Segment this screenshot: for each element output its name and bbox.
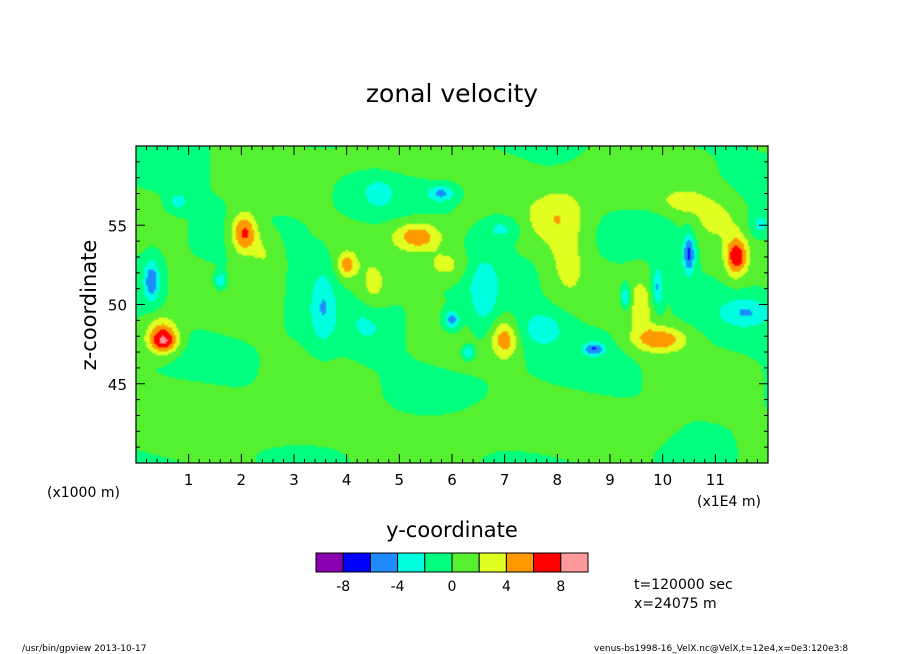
- x-tick-label: 7: [500, 471, 510, 489]
- x-tick-label: 11: [706, 471, 725, 489]
- time-annotation: t=120000 sec: [634, 577, 733, 593]
- x-tick-label: 9: [605, 471, 615, 489]
- x-unit-left: (x1000 m): [47, 485, 120, 501]
- colorbar-tick-label: 4: [502, 579, 511, 595]
- colorbar-tick-label: 8: [556, 579, 565, 595]
- colorbar-swatch: [342, 552, 371, 573]
- chart-title: zonal velocity: [366, 79, 538, 108]
- x-tick-label: 5: [395, 471, 405, 489]
- y-tick-label: 45: [108, 376, 127, 394]
- colorbar-swatch: [315, 552, 344, 573]
- x-tick-label: 6: [447, 471, 457, 489]
- footer-left: /usr/bin/gpview 2013-10-17: [22, 644, 146, 654]
- colorbar-swatch: [369, 552, 399, 573]
- x-axis: 1 2 3 4 5 6 7 8 9 10 11: [135, 146, 769, 489]
- colorbar-swatch: [533, 552, 562, 573]
- x-tick-label: 10: [653, 471, 672, 489]
- footer-right: venus-bs1998-16_VelX.nc@VelX,t=12e4,x=0e…: [594, 644, 848, 654]
- position-annotation: x=24075 m: [634, 596, 717, 612]
- x-tick-label: 1: [184, 471, 194, 489]
- y-tick-label: 50: [108, 297, 127, 315]
- velocity-field: [136, 146, 768, 463]
- colorbar-swatch: [451, 552, 480, 573]
- x-tick-label: 3: [289, 471, 299, 489]
- y-tick-label: 55: [108, 217, 127, 235]
- colorbar-tick-label: -4: [391, 579, 405, 595]
- colorbar-swatch: [478, 552, 507, 573]
- x-tick-label: 2: [237, 471, 247, 489]
- y-axis: 45 50 55: [108, 145, 768, 464]
- x-unit-right: (x1E4 m): [697, 494, 761, 510]
- colorbar-swatch: [560, 552, 589, 573]
- y-axis-label: z-coordinate: [77, 240, 101, 371]
- colorbar: -8 -4 0 4 8: [315, 552, 589, 595]
- x-tick-label: 4: [342, 471, 352, 489]
- x-axis-label: y-coordinate: [386, 518, 518, 542]
- colorbar-swatch: [505, 552, 535, 573]
- colorbar-tick-label: 0: [448, 579, 457, 595]
- colorbar-swatch: [424, 552, 453, 573]
- colorbar-swatch: [397, 552, 426, 573]
- x-tick-label: 8: [553, 471, 563, 489]
- colorbar-tick-label: -8: [336, 579, 350, 595]
